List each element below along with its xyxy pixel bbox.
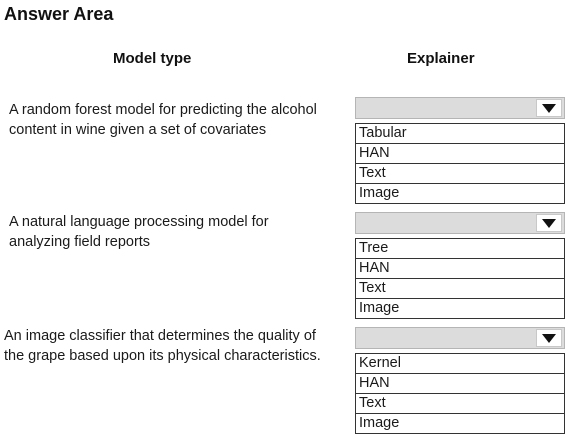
question-line: analyzing field reports xyxy=(9,234,151,250)
dropdown-option[interactable]: HAN xyxy=(356,374,564,394)
triangle-down-icon[interactable] xyxy=(536,329,562,347)
answer-area-title: Answer Area xyxy=(4,4,114,24)
dropdown-options: Tabular HAN Text Image xyxy=(355,123,565,204)
triangle-down-icon[interactable] xyxy=(536,99,562,117)
triangle-down-icon[interactable] xyxy=(536,214,562,232)
question-1-text: A random forest model for predicting the… xyxy=(9,100,317,140)
question-3-text: An image classifier that determines the … xyxy=(4,326,321,366)
dropdown-option[interactable]: Text xyxy=(356,394,564,414)
explainer-dropdown-1[interactable]: Tabular HAN Text Image xyxy=(355,97,565,204)
dropdown-option[interactable]: Tree xyxy=(356,239,564,259)
dropdown-option[interactable]: Text xyxy=(356,279,564,299)
explainer-header: Explainer xyxy=(407,50,475,67)
dropdown-toggle[interactable] xyxy=(355,327,565,349)
dropdown-toggle[interactable] xyxy=(355,97,565,119)
question-line: A natural language processing model for xyxy=(9,214,269,230)
dropdown-option[interactable]: HAN xyxy=(356,259,564,279)
question-2-text: A natural language processing model for … xyxy=(9,212,269,252)
question-line: An image classifier that determines the … xyxy=(4,328,316,344)
question-line: content in wine given a set of covariate… xyxy=(9,122,267,138)
dropdown-option[interactable]: Tabular xyxy=(356,124,564,144)
dropdown-toggle[interactable] xyxy=(355,212,565,234)
dropdown-option[interactable]: Image xyxy=(359,300,400,316)
dropdown-option[interactable]: Image xyxy=(359,415,400,431)
dropdown-option[interactable]: Text xyxy=(356,164,564,184)
dropdown-option[interactable]: Image xyxy=(359,185,400,201)
dropdown-options: Tree HAN Text Image xyxy=(355,238,565,319)
dropdown-option[interactable]: HAN xyxy=(356,144,564,164)
dropdown-option[interactable]: Kernel xyxy=(356,354,564,374)
explainer-dropdown-2[interactable]: Tree HAN Text Image xyxy=(355,212,565,319)
dropdown-options: Kernel HAN Text Image xyxy=(355,353,565,434)
explainer-dropdown-3[interactable]: Kernel HAN Text Image xyxy=(355,327,565,434)
model-type-header: Model type xyxy=(113,50,192,67)
question-line: the grape based upon its physical charac… xyxy=(4,348,321,364)
question-line: A random forest model for predicting the… xyxy=(9,102,317,118)
